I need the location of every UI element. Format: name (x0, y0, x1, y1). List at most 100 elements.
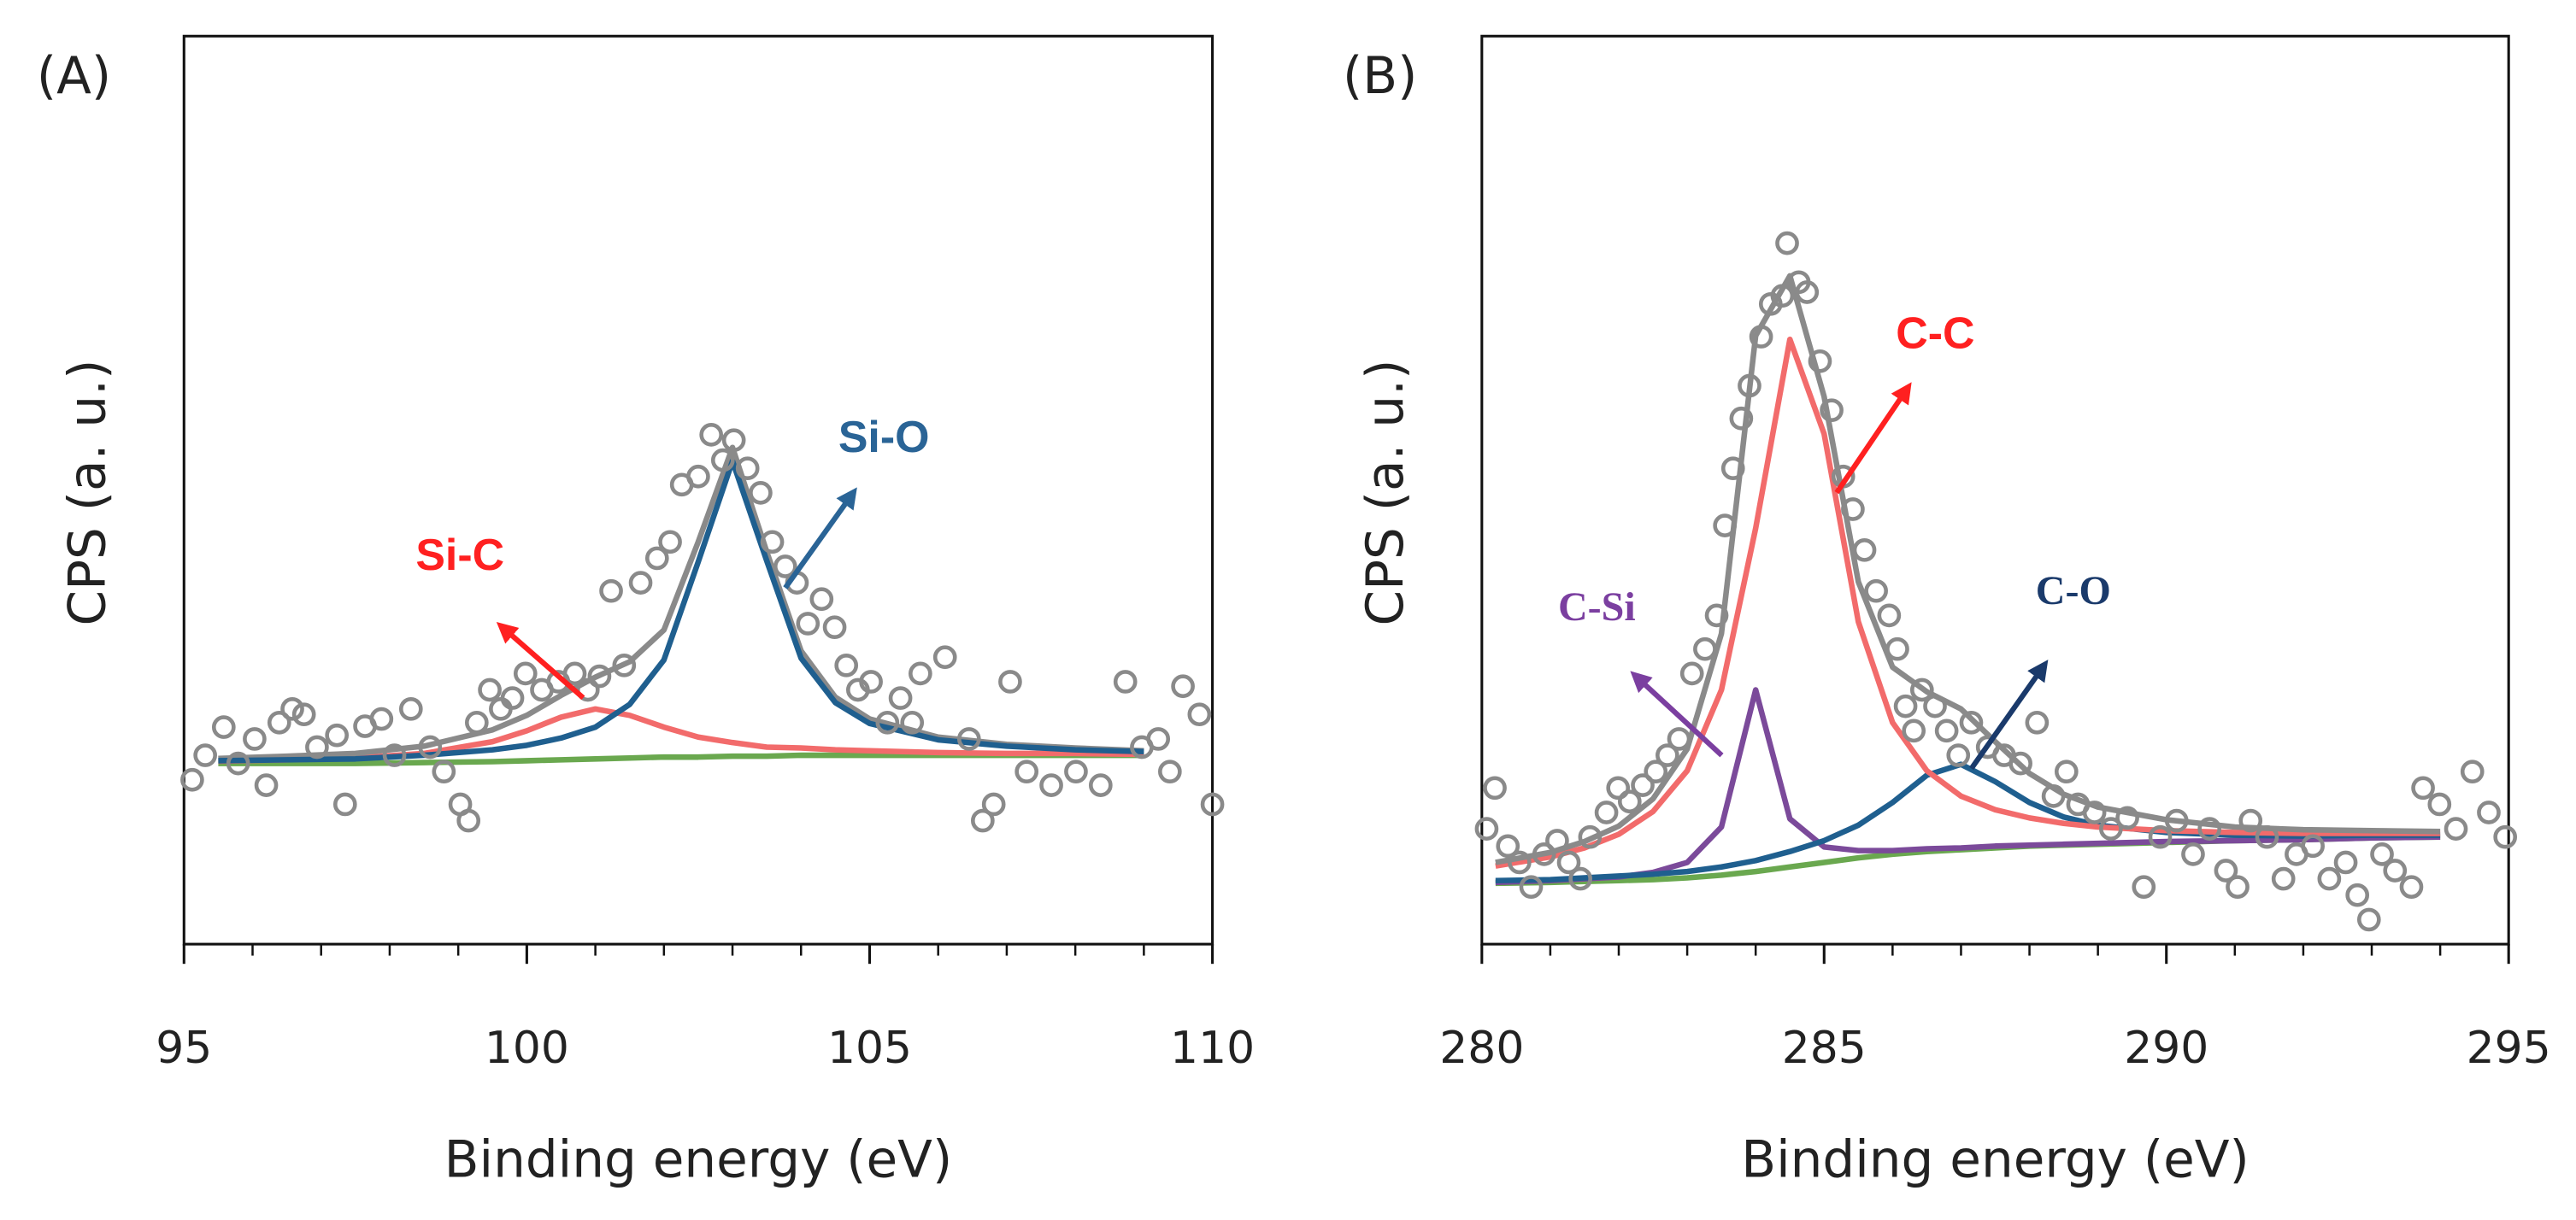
data-point (599, 578, 623, 603)
data-point (1519, 875, 1544, 899)
data-point (1200, 792, 1225, 817)
data-point (971, 808, 995, 833)
data-point (1187, 702, 1212, 727)
data-point (1820, 398, 1844, 423)
data-point (280, 697, 304, 721)
x-tick-label: 285 (1782, 1023, 1867, 1074)
data-point (1496, 834, 1520, 859)
data-point (418, 735, 443, 760)
data-point (1720, 456, 1745, 481)
data-point (2099, 817, 2123, 841)
data-point (686, 464, 710, 489)
peak-label: C-O (2036, 568, 2111, 613)
data-point (2411, 776, 2435, 801)
data-point (500, 686, 525, 710)
data-point (513, 661, 538, 686)
data-point (305, 735, 329, 760)
data-point (2132, 875, 2156, 899)
data-point (1946, 743, 1971, 767)
data-point (1508, 850, 1532, 875)
data-point (760, 530, 785, 554)
data-point (1852, 538, 1877, 562)
data-point (822, 615, 847, 640)
data-point (628, 571, 653, 595)
peak-label: Si-C (415, 530, 504, 579)
data-point (2164, 808, 2189, 833)
data-point (464, 710, 489, 735)
y-axis-label: CPS (a. u.) (58, 360, 117, 626)
data-point (1877, 603, 1902, 628)
data-point (2333, 850, 2358, 875)
data-point (1594, 801, 1619, 824)
data-point (796, 612, 820, 636)
data-point (2493, 824, 2518, 849)
data-point (2148, 824, 2173, 849)
data-point (900, 710, 925, 735)
data-point (2041, 784, 2066, 808)
data-point (398, 697, 423, 721)
data-point (749, 481, 773, 505)
data-point (932, 645, 957, 670)
x-tick-label: 105 (827, 1023, 912, 1074)
data-point (2444, 817, 2468, 841)
data-point (1656, 743, 1679, 767)
data-point (1749, 325, 1773, 349)
peak-arrow (1969, 660, 2049, 771)
data-point (809, 587, 834, 612)
peak-label: Si-O (838, 412, 930, 461)
data-point (2197, 817, 2222, 841)
data-point (2255, 824, 2279, 849)
y-axis-label: CPS (a. u.) (1356, 360, 1415, 626)
data-point (1039, 773, 1063, 797)
data-point (1568, 866, 1592, 891)
data-point (875, 710, 900, 735)
data-point (1693, 636, 1717, 661)
data-point (2271, 866, 2296, 891)
data-point (180, 767, 204, 792)
peak-label: C-C (1896, 308, 1974, 358)
data-point (1909, 677, 1934, 702)
data-point (2345, 883, 2370, 907)
data-point (909, 661, 932, 686)
data-point (1532, 842, 1556, 866)
data-point (658, 530, 682, 554)
data-point (1578, 824, 1603, 849)
data-point (1864, 578, 1888, 603)
data-point (2317, 866, 2342, 891)
fit-curve (218, 444, 1144, 762)
data-point (1667, 727, 1691, 751)
data-point (193, 743, 217, 767)
data-point (1841, 497, 1865, 521)
data-point (1545, 829, 1569, 853)
data-point (956, 727, 981, 751)
peak-arrow (783, 487, 857, 589)
data-point (211, 715, 236, 739)
data-point (2370, 842, 2394, 866)
data-point (382, 743, 407, 767)
x-axis-label: Binding energy (eV) (1741, 1130, 2250, 1189)
data-point (1015, 760, 1039, 784)
data-point (2460, 760, 2485, 784)
data-point (562, 661, 587, 686)
data-point (1113, 670, 1138, 694)
data-point (489, 697, 513, 721)
data-point (2301, 834, 2325, 859)
fit-curve (1495, 337, 2441, 869)
data-point (1902, 719, 1926, 743)
data-point (1704, 603, 1729, 628)
data-point (1146, 727, 1171, 751)
data-point (2238, 808, 2263, 833)
peak-label: C-Si (1558, 584, 1636, 630)
x-tick-label: 290 (2124, 1023, 2208, 1074)
data-point (998, 670, 1022, 694)
data-point (2025, 710, 2050, 735)
peak-arrow (1834, 382, 1912, 495)
data-point (773, 554, 797, 578)
data-point (2427, 792, 2452, 817)
data-point (888, 686, 913, 710)
fit-curve (218, 752, 1144, 766)
panel-label: (A) (37, 47, 111, 106)
data-point (2399, 875, 2424, 899)
